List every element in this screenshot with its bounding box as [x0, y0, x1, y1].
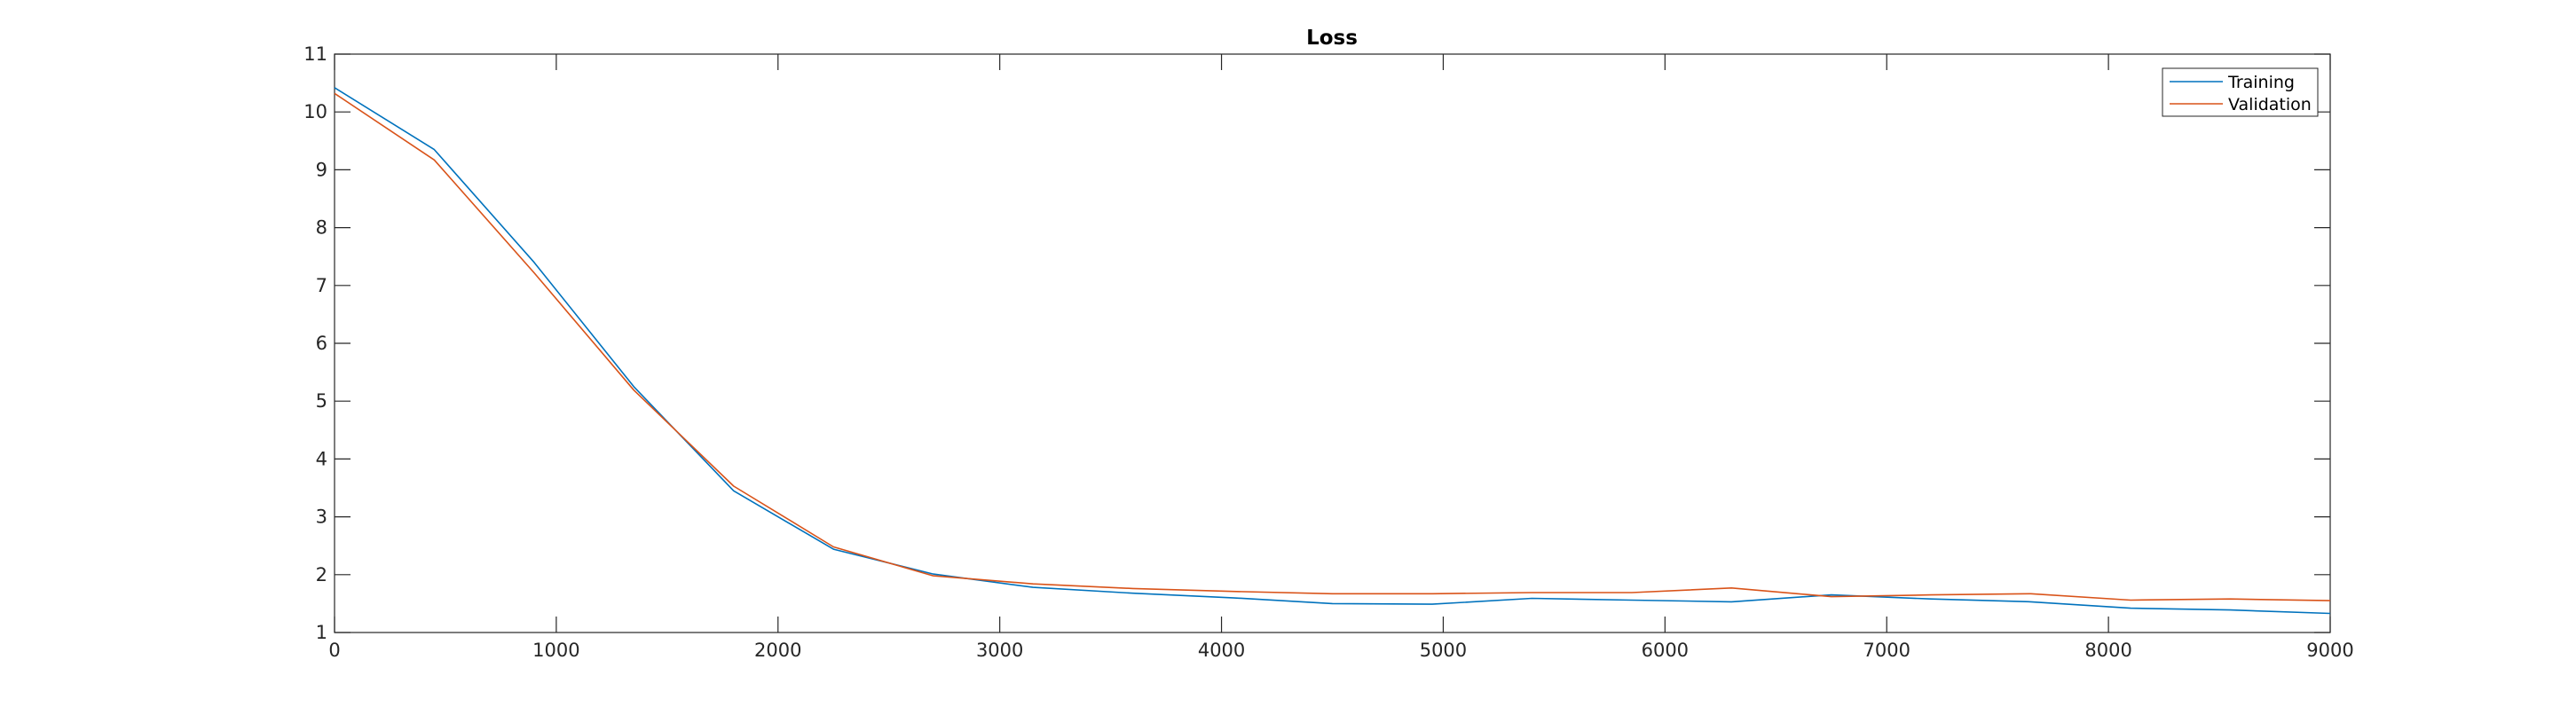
x-tick-label-7000: 7000 — [1863, 640, 1910, 661]
y-tick-label-8: 8 — [316, 217, 327, 239]
y-tick-label-2: 2 — [316, 564, 327, 585]
y-tick-label-11: 11 — [303, 43, 327, 65]
legend-label-training: Training — [2227, 73, 2295, 92]
y-tick-label-3: 3 — [316, 507, 327, 528]
y-tick-label-7: 7 — [316, 275, 327, 296]
y-tick-label-10: 10 — [303, 101, 327, 122]
series-line-validation — [334, 92, 2331, 601]
y-tick-label-5: 5 — [316, 390, 327, 412]
y-tick-label-1: 1 — [316, 622, 327, 643]
chart-title: Loss — [1306, 27, 1358, 50]
y-tick-label-4: 4 — [316, 448, 327, 469]
x-tick-label-8000: 8000 — [2084, 640, 2131, 661]
y-tick-label-6: 6 — [316, 333, 327, 354]
legend: Training Validation — [2162, 67, 2319, 117]
y-tick-label-9: 9 — [316, 159, 327, 180]
plot-area: 0 1000 2000 3000 4000 5000 6000 7000 8000 9000 1 2 3… — [303, 43, 2353, 661]
axes-box — [334, 53, 2331, 633]
x-tick-label-0: 0 — [328, 640, 340, 661]
x-tick-label-2000: 2000 — [754, 640, 801, 661]
legend-label-validation: Validation — [2228, 95, 2312, 114]
legend-box — [2162, 67, 2319, 117]
x-tick-label-3000: 3000 — [976, 640, 1023, 661]
x-tick-label-9000: 9000 — [2306, 640, 2353, 661]
x-tick-label-5000: 5000 — [1420, 640, 1467, 661]
x-tick-label-6000: 6000 — [1642, 640, 1689, 661]
x-tick-label-1000: 1000 — [532, 640, 579, 661]
x-tick-label-4000: 4000 — [1198, 640, 1245, 661]
